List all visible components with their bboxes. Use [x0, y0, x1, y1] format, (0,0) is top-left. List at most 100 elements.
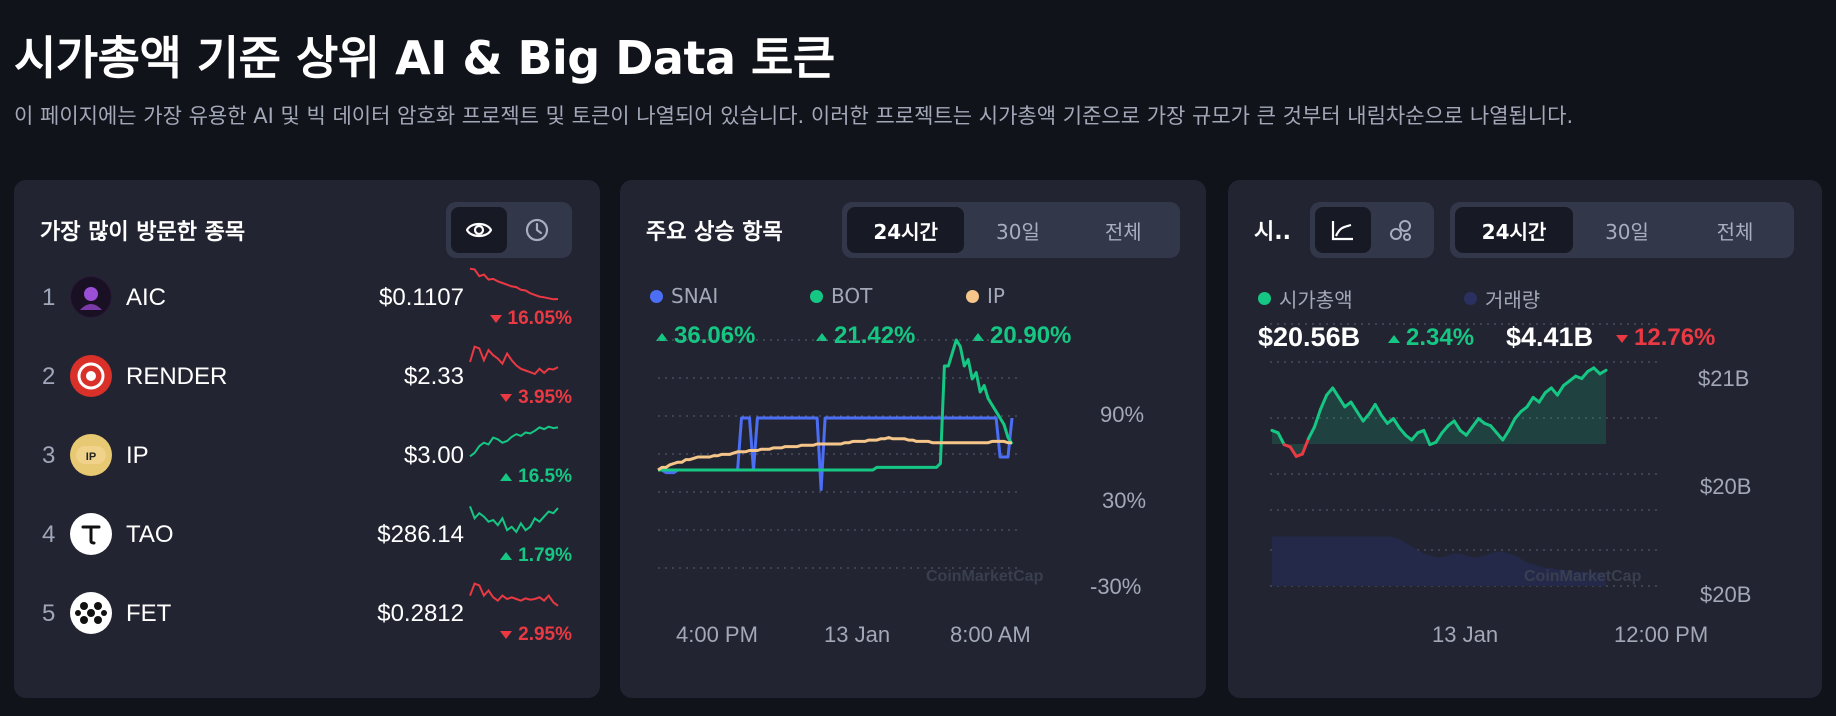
tab-24h[interactable]: 24시간	[847, 207, 965, 253]
legend-snai-label: SNAI	[671, 284, 719, 308]
sparkline-path	[469, 582, 559, 607]
y-tick-20b: $20B	[1700, 474, 1752, 499]
tab-30d[interactable]: 30일	[1605, 219, 1649, 244]
coin-symbol: AIC	[126, 284, 167, 311]
legend-ip-label: IP	[987, 284, 1005, 308]
volume-area	[1272, 536, 1606, 586]
legend-volume-label: 거래량	[1485, 288, 1541, 312]
top-gainers-title: 주요 상승 항목	[646, 220, 783, 245]
tao-logo-icon	[70, 513, 112, 555]
market-cap-line-segment	[1373, 402, 1383, 417]
coin-price: $3.00	[403, 442, 464, 469]
ip-change-value: 20.90%	[990, 322, 1072, 349]
sparkline-path	[469, 267, 559, 301]
rank-number: 3	[42, 442, 56, 469]
coin-change: 3.95%	[500, 387, 572, 409]
snai-dot	[650, 289, 663, 303]
snai-change: 36.06%	[656, 322, 755, 350]
up-triangle-icon	[656, 332, 668, 341]
market-cap-line-segment	[1470, 417, 1480, 429]
rank-row-aic[interactable]: 1 AIC $0.1107 16.05%	[14, 262, 600, 332]
sparkline-path	[469, 506, 559, 534]
coin-change: 16.5%	[500, 466, 572, 488]
coin-change-value: 16.5%	[518, 466, 572, 487]
gainers-chart[interactable]	[620, 180, 1206, 698]
market-cap-title: 시..	[1254, 220, 1291, 245]
market-cap-line-segment	[1300, 437, 1310, 456]
watermark: CoinMarketCap	[1524, 568, 1642, 585]
market-cap-area	[1272, 367, 1606, 457]
most-visited-toggle	[446, 202, 572, 258]
coin-symbol: FET	[126, 600, 172, 627]
market-cap-line-segment	[1361, 412, 1371, 423]
legend-market-cap-label: 시가총액	[1279, 288, 1353, 312]
market-cap-line-segment	[1288, 445, 1298, 458]
legend-ip[interactable]: IP	[966, 284, 1005, 308]
market-cap-line-segment	[1489, 424, 1499, 435]
x-tick-13jan: 13 Jan	[824, 622, 891, 647]
tab-all[interactable]: 전체	[1104, 219, 1142, 244]
market-cap-line-segment	[1331, 386, 1341, 399]
page-subtitle: 이 페이지에는 가장 유용한 AI 및 빅 데이터 암호화 프로젝트 및 토큰이…	[14, 104, 1574, 128]
rank-number: 5	[42, 600, 56, 627]
top-gainers-card: 주요 상승 항목 24시간 30일 전체 SNAI BOT IP 36.06% …	[620, 180, 1206, 698]
rank-row-render[interactable]: 2 RENDER $2.33 3.95%	[14, 341, 600, 411]
market-cap-dot	[1258, 292, 1271, 305]
market-cap-line-segment	[1398, 426, 1408, 437]
market-cap-line-segment	[1391, 417, 1402, 430]
x-tick-13jan: 13 Jan	[1432, 622, 1499, 647]
market-cap-line-segment	[1580, 369, 1590, 381]
market-cap-card: 시.. 24시간 30일 전체 시가총액 거래량 $20.56B 2.34% $…	[1228, 180, 1822, 698]
y-tick-90: 90%	[1100, 402, 1145, 427]
legend-bot[interactable]: BOT	[810, 284, 872, 308]
tab-30d[interactable]: 30일	[996, 219, 1040, 244]
legend-snai[interactable]: SNAI	[650, 284, 718, 308]
ip-change: 20.90%	[972, 322, 1071, 350]
sparkline	[469, 267, 559, 301]
clock-icon[interactable]	[509, 207, 565, 253]
coin-change-value: 16.05%	[507, 308, 572, 329]
gainers-timeframe-tabs: 24시간 30일 전체	[842, 202, 1180, 258]
bot-dot	[810, 289, 823, 303]
x-tick-8am: 8:00 AM	[950, 622, 1031, 647]
market-timeframe-tabs: 24시간 30일 전체	[1450, 202, 1794, 258]
chart-type-toggle	[1310, 202, 1434, 258]
market-cap-line-segment	[1598, 368, 1608, 376]
series-line-ip	[657, 436, 1012, 472]
volume-value: $4.41B	[1506, 322, 1594, 352]
market-cap-line-segment	[1507, 417, 1517, 432]
tab-24h[interactable]: 24시간	[1455, 207, 1573, 253]
coin-price: $286.14	[377, 521, 464, 548]
coin-price: $0.1107	[379, 284, 464, 311]
down-triangle-icon	[489, 314, 502, 323]
rank-row-ip[interactable]: 3 IP IP $3.00 16.5%	[14, 420, 600, 490]
bot-change-value: 21.42%	[834, 322, 916, 349]
market-cap-change-value: 2.34%	[1406, 324, 1475, 351]
up-triangle-icon	[1388, 334, 1400, 343]
eye-icon[interactable]	[451, 207, 507, 253]
ip-logo-icon: IP	[70, 434, 112, 476]
fet-logo-icon	[70, 592, 112, 634]
sparkline-path	[469, 425, 559, 458]
market-cap-line-segment	[1349, 400, 1359, 414]
legend-volume[interactable]: 거래량	[1464, 284, 1540, 313]
down-triangle-icon	[500, 393, 513, 402]
coin-price: $2.33	[403, 363, 464, 390]
market-cap-line-segment	[1410, 431, 1420, 442]
bubble-icon[interactable]	[1373, 207, 1429, 253]
line-chart-icon[interactable]	[1315, 207, 1371, 253]
y-tick-20b-lower: $20B	[1700, 582, 1752, 607]
most-visited-card: 가장 많이 방문한 종목 1 AIC $0.1107 16.05% 2 RENDER $2.…	[14, 180, 600, 698]
rank-row-fet[interactable]: 5 FET $0.2812 2.95%	[14, 578, 600, 648]
coin-change-value: 3.95%	[518, 387, 572, 408]
y-tick-neg30: -30%	[1090, 574, 1142, 599]
market-cap-line-segment	[1525, 395, 1535, 409]
aic-logo-icon	[70, 276, 112, 318]
rank-number: 2	[42, 363, 56, 390]
ip-dot	[966, 289, 979, 303]
tab-all[interactable]: 전체	[1716, 219, 1754, 244]
market-chart[interactable]	[1228, 180, 1822, 698]
market-cap-value: $20.56B	[1258, 322, 1361, 352]
legend-market-cap[interactable]: 시가총액	[1258, 284, 1353, 313]
rank-row-tao[interactable]: 4 TAO $286.14 1.79%	[14, 499, 600, 569]
